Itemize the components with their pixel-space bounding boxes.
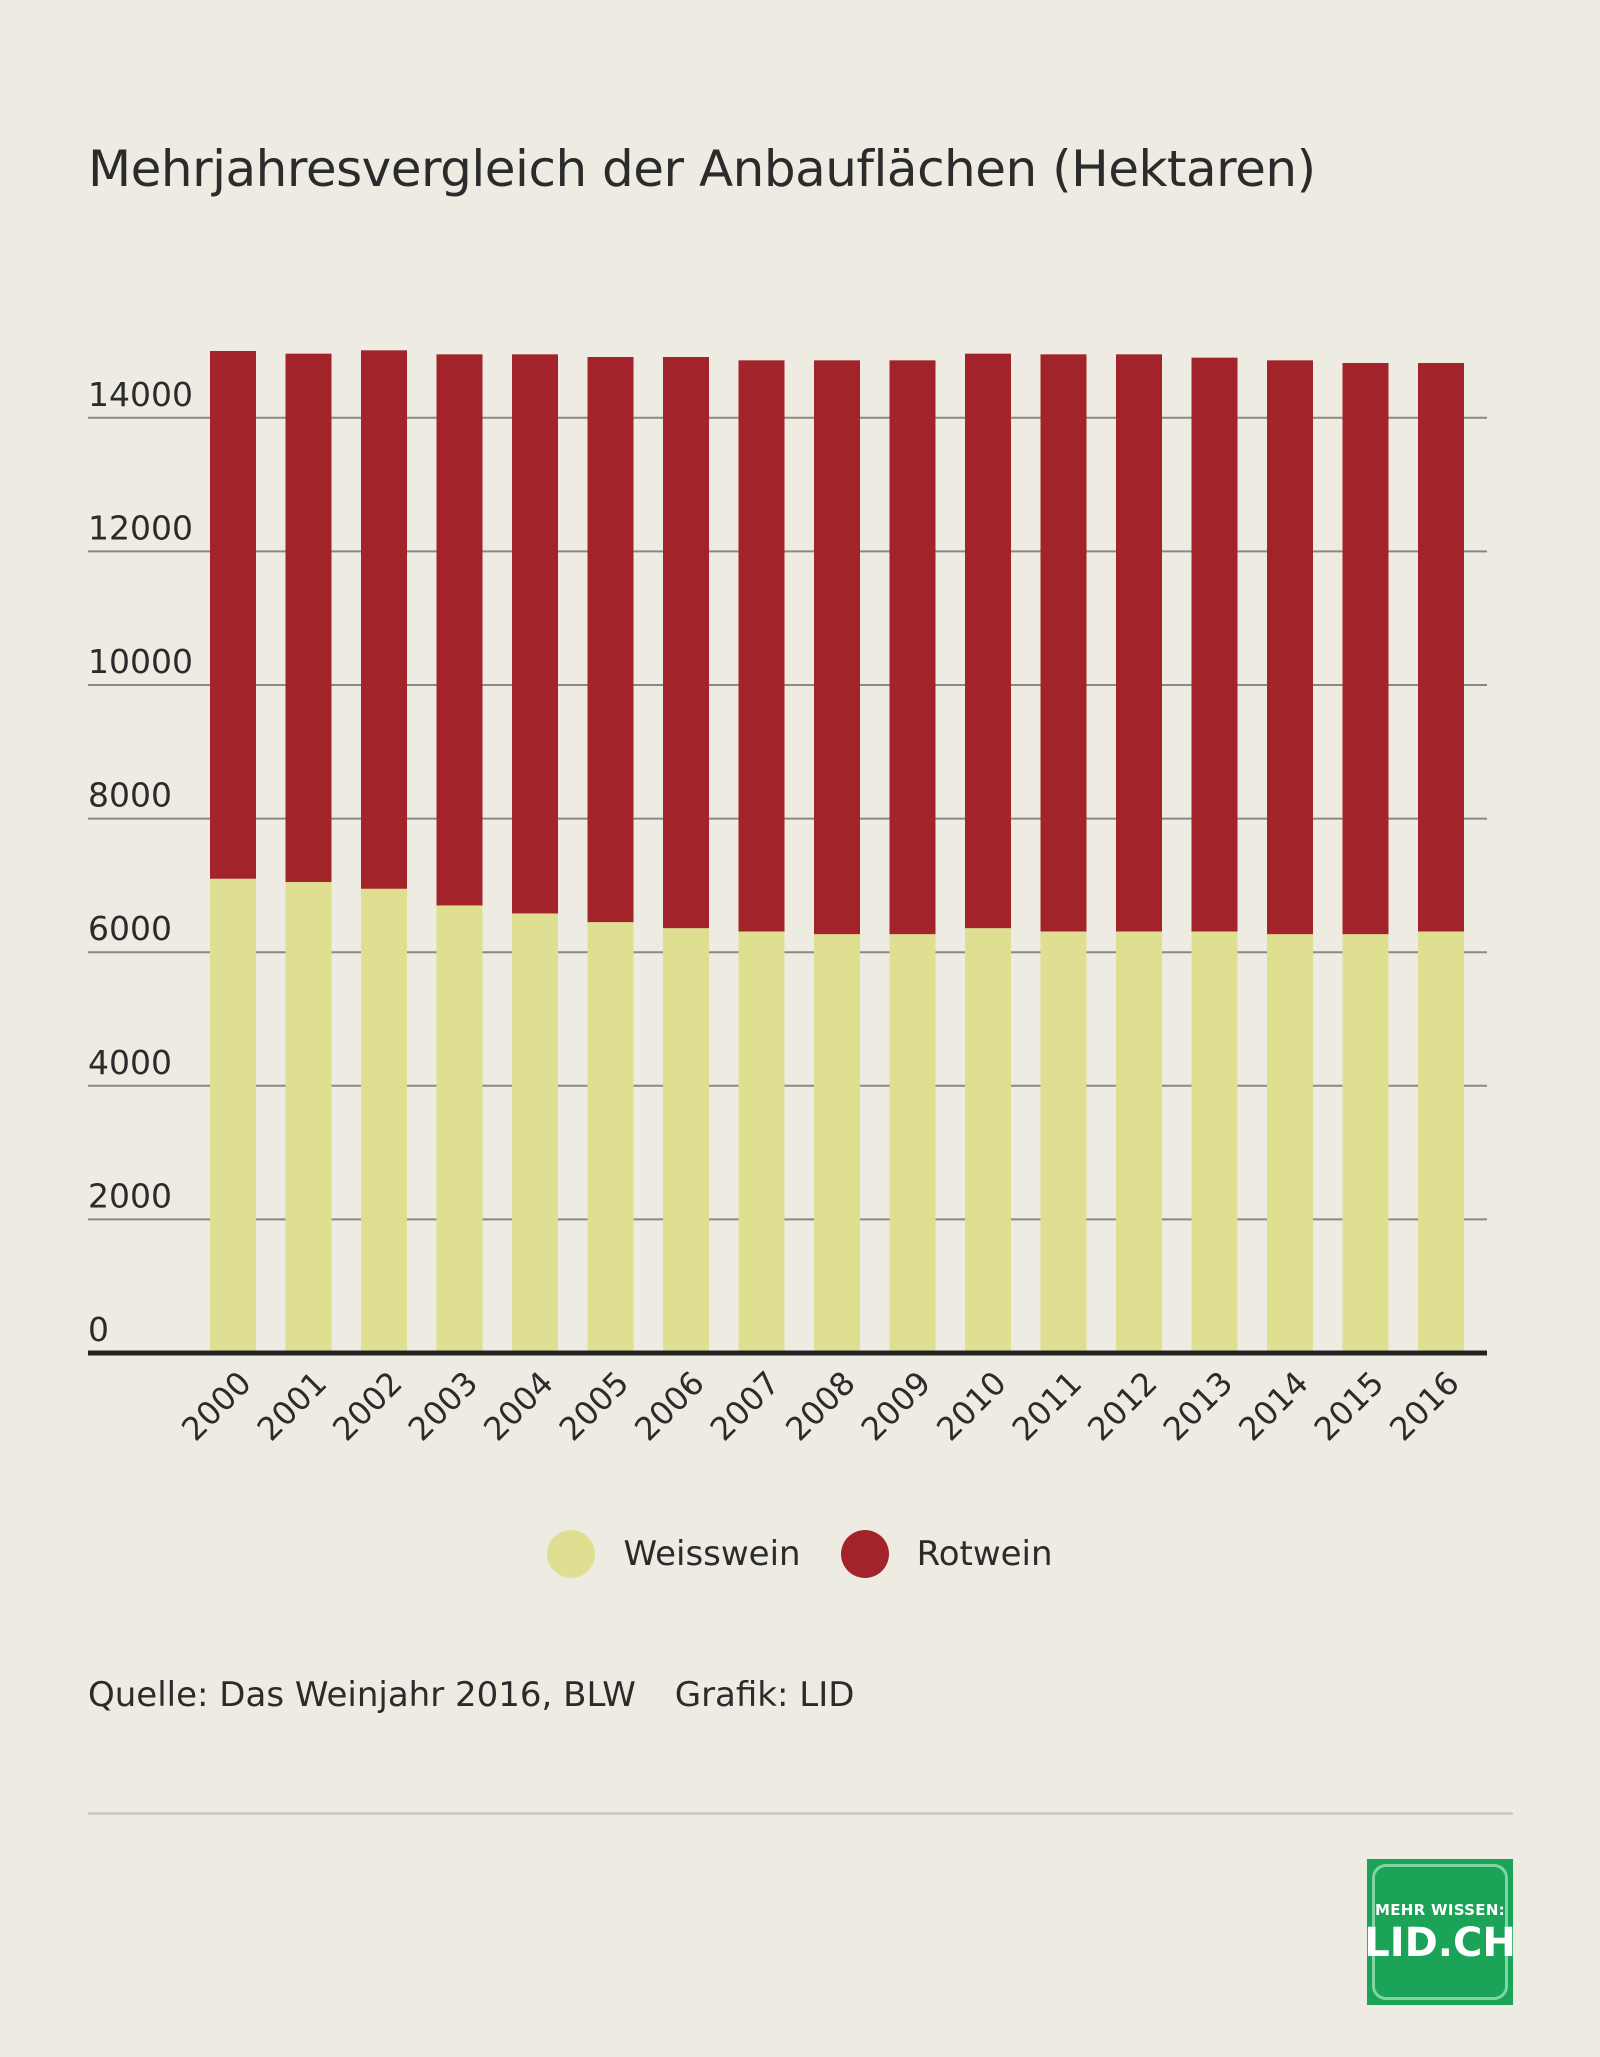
x-tick-label: 2007 [703, 1364, 787, 1448]
bar-rotwein-2007 [738, 360, 785, 932]
bar-rotwein-2016 [1418, 363, 1464, 932]
bar-weisswein-2010 [965, 928, 1011, 1353]
x-tick-label: 2008 [778, 1364, 862, 1448]
bar-weisswein-2012 [1116, 931, 1162, 1353]
bar-rotwein-2010 [965, 353, 1011, 929]
bar-weisswein-2016 [1418, 931, 1464, 1353]
bars [210, 350, 1464, 1353]
x-tick-label: 2011 [1005, 1364, 1089, 1448]
y-tick-label: 0 [88, 1310, 109, 1349]
bar-rotwein-2014 [1267, 360, 1313, 935]
y-tick-label: 6000 [88, 909, 172, 948]
bar-weisswein-2002 [361, 888, 407, 1353]
bar-weisswein-2004 [512, 913, 558, 1353]
bar-weisswein-2009 [889, 934, 936, 1353]
legend-item-rotwein: Rotwein [840, 1530, 1053, 1578]
bar-rotwein-2012 [1116, 354, 1162, 932]
bar-rotwein-2015 [1342, 363, 1389, 935]
chart-title: Mehrjahresvergleich der Anbauflächen (He… [88, 140, 1316, 198]
legend-swatch-rotwein [840, 1530, 889, 1578]
divider [88, 1812, 1513, 1815]
bar-weisswein-2001 [285, 882, 332, 1353]
x-tick-label: 2002 [325, 1364, 409, 1448]
bar-rotwein-2008 [814, 360, 860, 935]
source-grafik: Grafik: LID [674, 1675, 855, 1715]
x-tick-label: 2012 [1080, 1364, 1164, 1448]
y-tick-label: 2000 [88, 1176, 172, 1215]
x-tick-label: 2001 [250, 1364, 334, 1448]
bar-rotwein-2005 [587, 357, 634, 923]
bar-weisswein-2015 [1342, 934, 1389, 1353]
bar-rotwein-2013 [1191, 357, 1238, 932]
source-quelle: Quelle: Das Weinjahr 2016, BLW [88, 1675, 636, 1715]
x-tick-label: 2003 [401, 1364, 485, 1448]
lid-logo-frame: MEHR WISSEN: LID.CH [1364, 1864, 1516, 2000]
bar-weisswein-2006 [663, 928, 709, 1353]
y-tick-label: 14000 [88, 375, 193, 414]
x-tick-labels: 2000200120022003200420052006200720082009… [174, 1364, 1466, 1448]
y-tick-label: 12000 [88, 508, 193, 547]
lid-logo[interactable]: MEHR WISSEN: LID.CH [1364, 1859, 1516, 2005]
bar-weisswein-2000 [210, 878, 256, 1353]
logo-wordmark: LID.CH [1364, 1920, 1516, 1966]
bar-weisswein-2005 [587, 922, 634, 1353]
x-tick-label: 2016 [1382, 1364, 1466, 1448]
x-tick-label: 2015 [1307, 1364, 1391, 1448]
bar-rotwein-2006 [663, 357, 709, 929]
source-note: Quelle: Das Weinjahr 2016, BLW Grafik: L… [88, 1675, 854, 1715]
bar-rotwein-2002 [361, 350, 407, 889]
x-tick-label: 2014 [1231, 1364, 1315, 1448]
y-tick-labels: 0 2000 4000 6000 8000 10000 12000 14000 [88, 375, 193, 1349]
bar-rotwein-2009 [889, 360, 936, 935]
y-tick-label: 4000 [88, 1043, 172, 1082]
legend-label-rotwein: Rotwein [916, 1534, 1053, 1574]
x-tick-label: 2006 [627, 1364, 711, 1448]
bar-weisswein-2008 [814, 934, 860, 1353]
legend-item-weisswein: Weisswein [547, 1530, 801, 1578]
y-tick-label: 8000 [88, 776, 172, 815]
x-tick-label: 2004 [476, 1364, 560, 1448]
bar-weisswein-2011 [1040, 931, 1087, 1353]
bar-rotwein-2004 [512, 354, 558, 914]
bar-rotwein-2003 [436, 354, 483, 906]
legend-label-weisswein: Weisswein [623, 1534, 801, 1574]
x-tick-label: 2000 [174, 1364, 258, 1448]
y-tick-label: 10000 [88, 642, 193, 681]
legend-swatch-weisswein [547, 1530, 596, 1578]
bar-rotwein-2000 [210, 351, 256, 879]
bar-weisswein-2013 [1191, 931, 1238, 1353]
x-tick-label: 2005 [552, 1364, 636, 1448]
bar-rotwein-2011 [1040, 354, 1087, 932]
legend: Weisswein Rotwein [0, 1530, 1600, 1578]
x-tick-label: 2013 [1156, 1364, 1240, 1448]
bar-weisswein-2014 [1267, 934, 1313, 1353]
bar-rotwein-2001 [285, 353, 332, 883]
bar-weisswein-2003 [436, 905, 483, 1353]
x-tick-label: 2010 [929, 1364, 1013, 1448]
x-tick-label: 2009 [854, 1364, 938, 1448]
bar-weisswein-2007 [738, 931, 785, 1353]
logo-tagline: MEHR WISSEN: [1375, 1901, 1505, 1919]
